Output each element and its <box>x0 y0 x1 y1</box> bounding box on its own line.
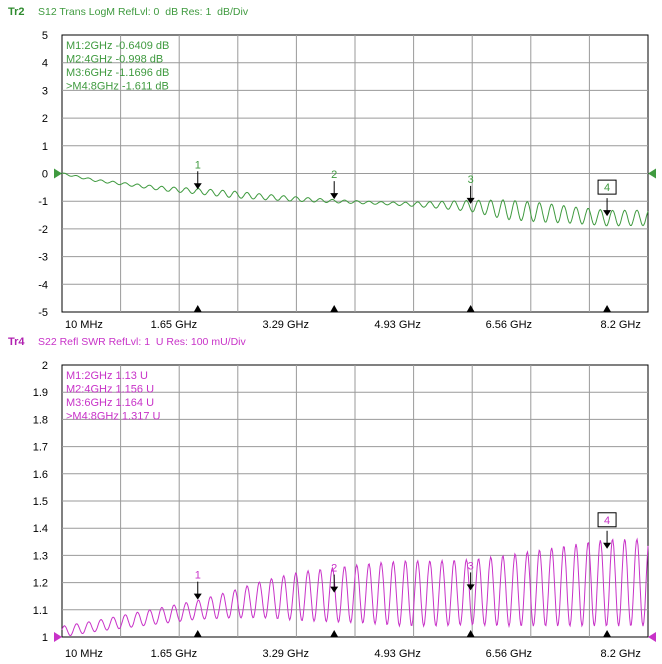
marker-label: 4 <box>604 515 610 527</box>
reference-level-left-marker <box>54 168 62 179</box>
marker-label: 3 <box>468 560 474 572</box>
marker-2[interactable]: 2 <box>330 169 339 312</box>
trace-tr4-panel: Tr4 S22 Refl SWR RefLvl: 1 U Res: 100 mU… <box>8 336 656 660</box>
marker-active-box <box>597 512 617 528</box>
x-tick-label: 3.29 GHz <box>263 319 309 331</box>
marker-axis-triangle <box>466 630 475 637</box>
y-tick-label: 1 <box>42 632 48 644</box>
marker-label: 3 <box>468 174 474 186</box>
marker-arrow-head <box>193 183 202 190</box>
marker-axis-triangle <box>193 630 202 637</box>
y-tick-label: 1.7 <box>33 442 48 454</box>
trace-tr4-header: S22 Refl SWR RefLvl: 1 U Res: 100 mU/Div <box>38 336 246 348</box>
y-tick-label: 4 <box>42 58 48 70</box>
y-tick-label: 1 <box>42 141 48 153</box>
x-tick-label: 1.65 GHz <box>151 319 197 331</box>
x-tick-label: 1.65 GHz <box>151 648 197 660</box>
y-tick-label: 1.2 <box>33 578 48 590</box>
marker-axis-triangle <box>603 305 612 312</box>
trace-line <box>61 537 649 637</box>
trace-tr4-plot: 2 1.9 1.8 1.7 1.6 1.5 1.4 1.3 1.2 1.1 1 10 MHz 1.65 … <box>33 360 656 660</box>
x-tick-label: 6.56 GHz <box>486 648 532 660</box>
y-tick-label: 1.6 <box>33 469 48 481</box>
marker-axis-triangle <box>330 630 339 637</box>
marker-axis-triangle <box>330 305 339 312</box>
marker-readout: >M4:8GHz 1.317 U <box>66 411 161 423</box>
marker-arrow-head <box>466 584 475 591</box>
y-tick-label: 2 <box>42 360 48 372</box>
marker-4[interactable]: 4 <box>597 512 617 637</box>
y-tick-label: 1.9 <box>33 387 48 399</box>
marker-2[interactable]: 2 <box>330 563 339 637</box>
marker-arrow-head <box>466 197 475 204</box>
y-tick-label: 1.1 <box>33 605 48 617</box>
marker-active-box <box>597 179 617 195</box>
trace-tr4-id: Tr4 <box>8 336 25 348</box>
marker-label: 2 <box>331 169 337 181</box>
marker-label: 2 <box>331 563 337 575</box>
x-tick-label: 4.93 GHz <box>374 319 420 331</box>
marker-label: 1 <box>195 570 201 582</box>
y-tick-label: -3 <box>38 252 48 264</box>
x-tick-label: 4.93 GHz <box>374 648 420 660</box>
marker-arrow-head <box>330 586 339 593</box>
x-tick-label: 6.56 GHz <box>486 319 532 331</box>
marker-1[interactable]: 1 <box>193 570 202 637</box>
x-tick-label: 8.2 GHz <box>601 648 641 660</box>
marker-3[interactable]: 3 <box>466 560 475 637</box>
marker-axis-triangle <box>193 305 202 312</box>
marker-arrow-head <box>193 593 202 600</box>
x-tick-label: 8.2 GHz <box>601 319 641 331</box>
marker-readout: M3:6GHz 1.164 U <box>66 397 154 409</box>
x-tick-label: 10 MHz <box>65 319 103 331</box>
trace-tr2-id: Tr2 <box>8 6 25 18</box>
trace-line <box>61 172 649 227</box>
trace-tr2-panel: Tr2 S12 Trans LogM RefLvl: 0 dB Res: 1 d… <box>8 6 656 331</box>
y-tick-label: 1.8 <box>33 414 48 426</box>
trace-tr2-plot: 5 4 3 2 1 0 -1 -2 -3 -4 -5 10 MHz 1.65 GHz 3.29 GHz 4.… <box>38 30 656 331</box>
marker-readout: M1:2GHz -0.6409 dB <box>66 40 169 52</box>
reference-level-left-marker <box>54 632 62 642</box>
reference-level-right-marker <box>648 632 656 642</box>
y-tick-label: 0 <box>42 169 48 181</box>
marker-readout: M2:4GHz 1.156 U <box>66 384 154 396</box>
marker-label: 1 <box>195 159 201 171</box>
x-tick-label: 10 MHz <box>65 648 103 660</box>
reference-level-right-marker <box>648 168 656 179</box>
marker-readout: M1:2GHz 1.13 U <box>66 370 148 382</box>
y-tick-label: -1 <box>38 196 48 208</box>
marker-readout: M3:6GHz -1.1696 dB <box>66 67 169 79</box>
marker-arrow-head <box>330 193 339 200</box>
marker-1[interactable]: 1 <box>193 159 202 312</box>
marker-arrow-head <box>603 210 612 217</box>
marker-axis-triangle <box>603 630 612 637</box>
y-tick-label: 1.5 <box>33 496 48 508</box>
marker-readout: M2:4GHz -0.998 dB <box>66 54 163 66</box>
y-tick-label: 1.3 <box>33 550 48 562</box>
y-tick-label: 1.4 <box>33 523 48 535</box>
marker-readout: >M4:8GHz -1.611 dB <box>66 81 169 93</box>
marker-3[interactable]: 3 <box>466 174 475 312</box>
x-tick-label: 3.29 GHz <box>263 648 309 660</box>
marker-4[interactable]: 4 <box>597 179 617 312</box>
marker-axis-triangle <box>466 305 475 312</box>
y-tick-label: 2 <box>42 113 48 125</box>
y-tick-label: -2 <box>38 224 48 236</box>
marker-label: 4 <box>604 182 610 194</box>
y-tick-label: 3 <box>42 85 48 97</box>
marker-arrow-head <box>603 542 612 549</box>
y-tick-label: -4 <box>38 279 48 291</box>
y-tick-label: 5 <box>42 30 48 42</box>
y-tick-label: -5 <box>38 307 48 319</box>
trace-tr2-header: S12 Trans LogM RefLvl: 0 dB Res: 1 dB/Di… <box>38 6 249 18</box>
